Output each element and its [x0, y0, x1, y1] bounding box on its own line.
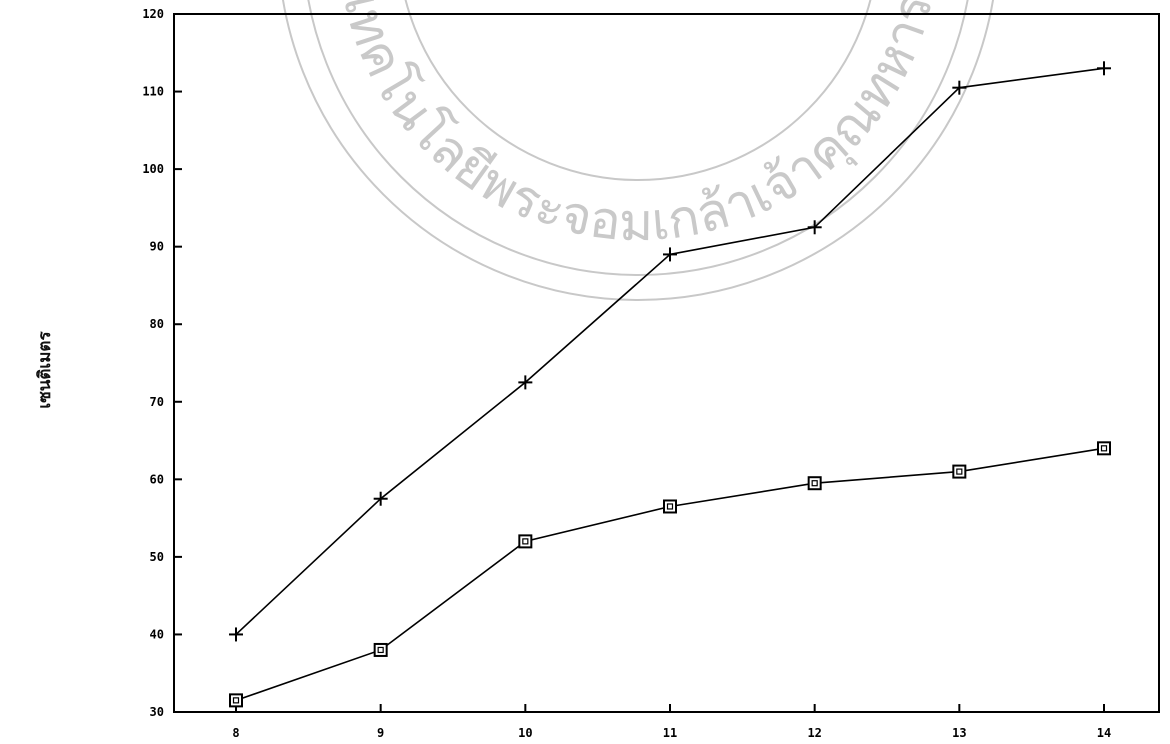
y-axis: 30 40 50 60 70 80 90 100 110 120: [142, 7, 182, 719]
y-axis-title: เซนติเมตร: [35, 331, 55, 409]
plus-marker: [807, 220, 822, 235]
watermark-ring: [404, 0, 872, 181]
series-group: [229, 61, 1111, 708]
x-tick-label: 13: [952, 726, 966, 740]
y-tick-label: 80: [150, 317, 164, 331]
x-tick-label: 8: [232, 726, 239, 740]
x-tick-label: 14: [1097, 726, 1111, 740]
watermark-seal: เทคโนโลยีพระจอมเกล้าเจ้าคุณทหาร: [282, 0, 994, 301]
x-tick-label: 12: [807, 726, 821, 740]
square-marker: [1097, 441, 1111, 456]
square-marker: [952, 464, 967, 479]
plus-marker: [373, 491, 388, 506]
plus-marker: [518, 375, 533, 390]
square-marker: [807, 476, 822, 491]
y-tick-label: 60: [150, 472, 164, 486]
y-tick-label: 120: [142, 7, 164, 21]
plot-frame: [173, 13, 1160, 713]
square-marker: [229, 693, 243, 708]
y-tick-label: 40: [150, 627, 164, 641]
y-tick-label: 70: [150, 395, 164, 409]
plus-marker: [229, 627, 243, 642]
y-tick-label: 110: [142, 85, 164, 99]
series-1-line: [235, 67, 1105, 636]
plus-marker: [663, 247, 677, 262]
x-tick-label: 10: [518, 726, 532, 740]
y-tick-label: 100: [142, 162, 164, 176]
y-tick-label: 90: [150, 240, 164, 254]
square-marker: [373, 642, 388, 657]
plus-marker: [952, 80, 967, 95]
watermark-ring: [307, 0, 969, 276]
x-tick-label: 11: [663, 726, 677, 740]
square-marker: [663, 499, 677, 514]
watermark-text: เทคโนโลยีพระจอมเกล้าเจ้าคุณทหาร: [331, 0, 945, 253]
series-2-line: [235, 447, 1105, 702]
y-tick-label: 50: [150, 550, 164, 564]
x-axis: 8 9 10 11 12 13 14: [232, 704, 1111, 740]
square-marker: [518, 534, 533, 549]
plus-marker: [1097, 61, 1111, 76]
x-tick-label: 9: [377, 726, 384, 740]
y-tick-label: 30: [150, 705, 164, 719]
watermark-ring: [282, 0, 994, 301]
